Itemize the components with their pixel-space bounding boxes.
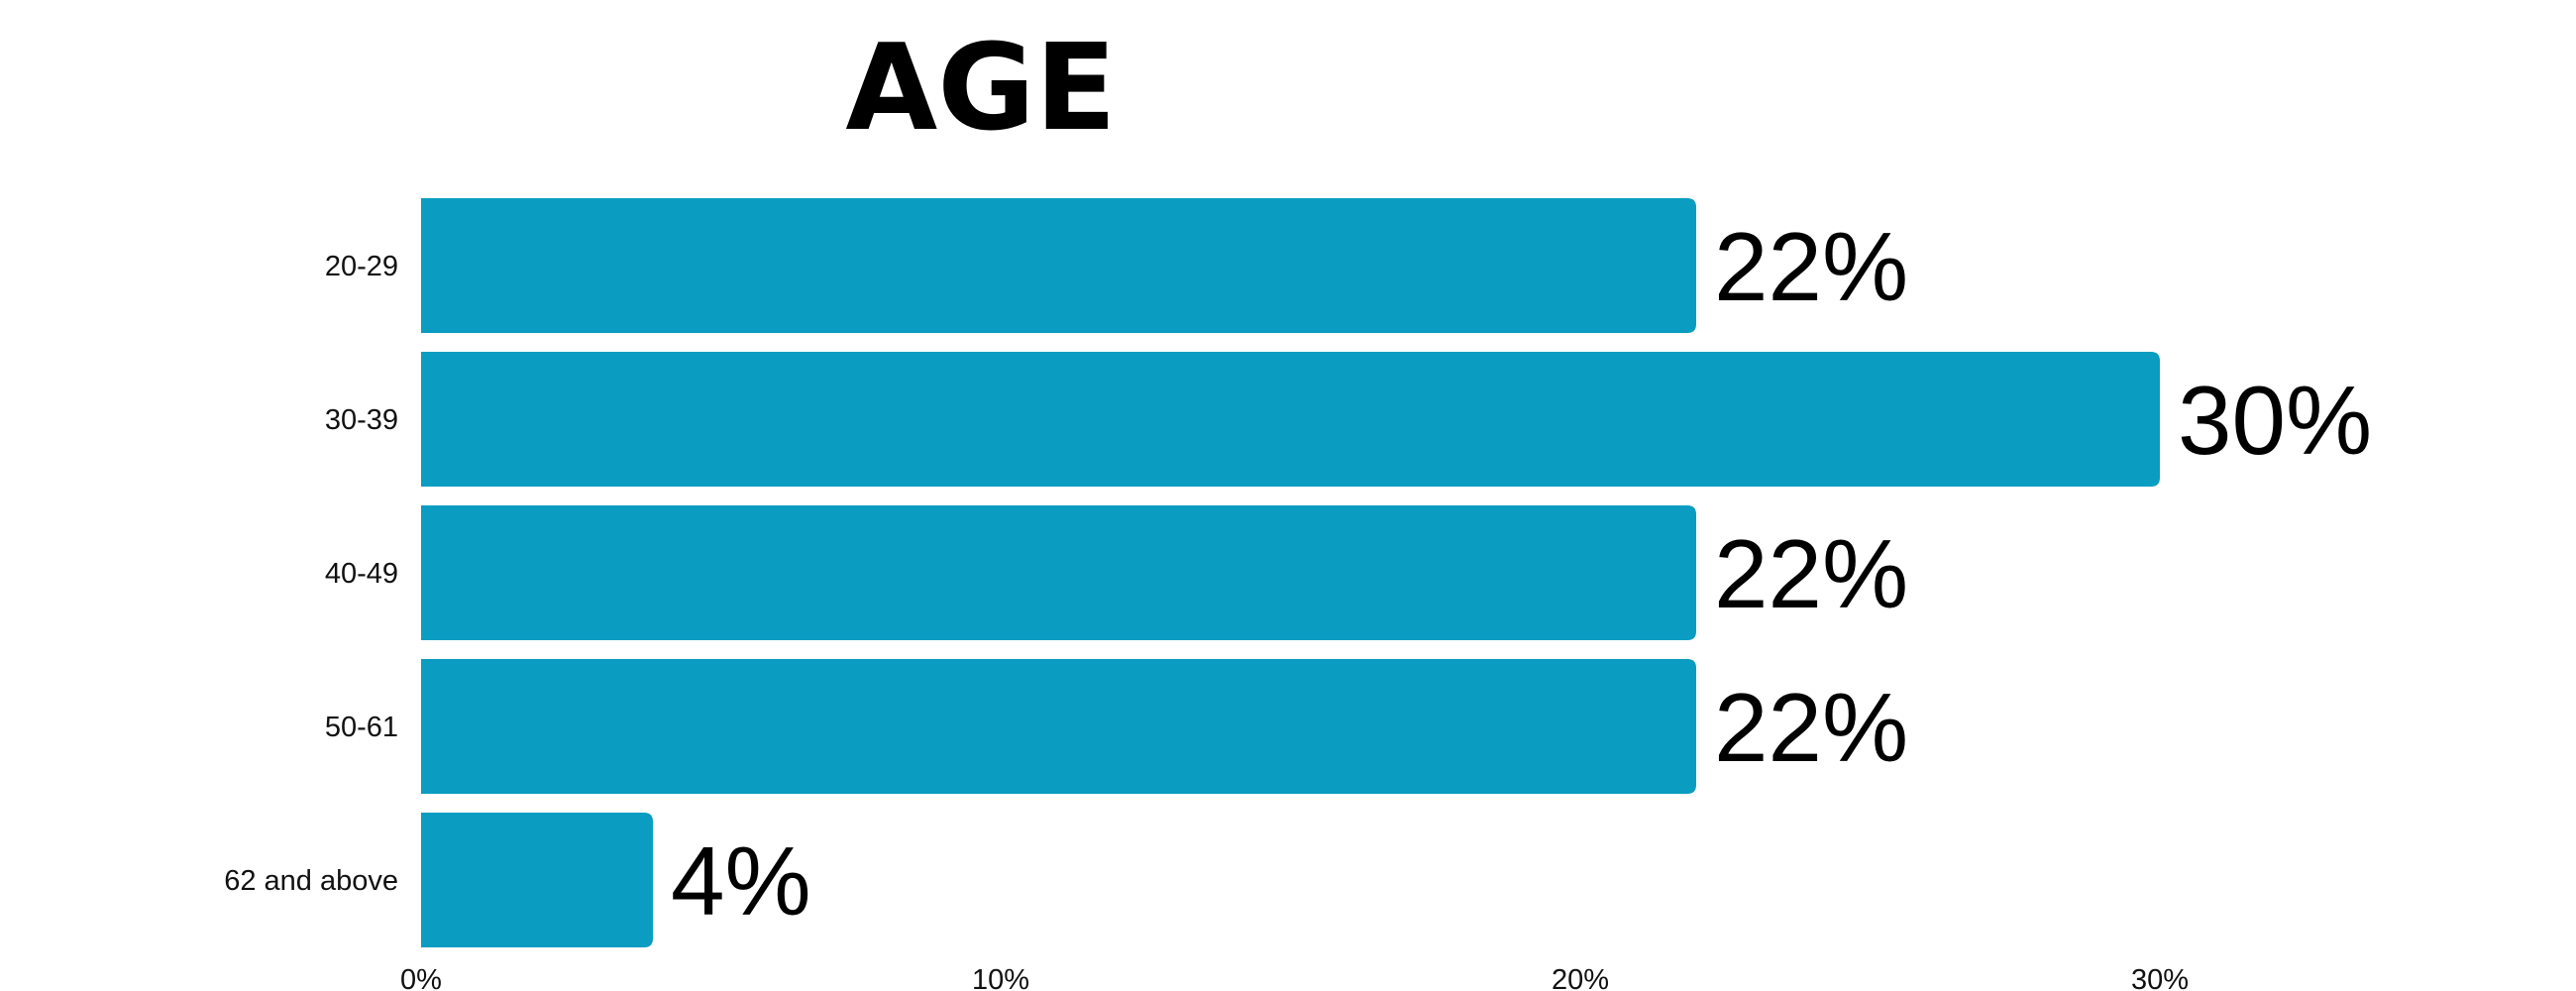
x-tick-label: 0% (400, 964, 442, 991)
data-label: 4% (671, 826, 811, 936)
data-label: 30% (2178, 366, 2372, 475)
bar-20-29 (421, 198, 1696, 333)
category-labels: 20-29 30-39 40-49 50-61 62 and above (224, 251, 398, 897)
chart-title: AGE (845, 20, 1116, 158)
data-labels: 22% 30% 22% 22% 4% (671, 212, 2372, 936)
x-tick-label: 20% (1552, 964, 1609, 991)
bar-62-and-above (421, 813, 653, 947)
x-axis-tick-labels: 0% 10% 20% 30% (400, 964, 2189, 991)
bars-layer (421, 198, 2160, 947)
bar-30-39 (421, 352, 2160, 487)
bar-40-49 (421, 505, 1696, 640)
category-label: 50-61 (325, 712, 398, 743)
category-label: 40-49 (325, 558, 398, 590)
x-tick-label: 30% (2131, 964, 2189, 991)
data-label: 22% (1714, 519, 1908, 628)
category-label: 20-29 (325, 251, 398, 282)
x-tick-label: 10% (972, 964, 1029, 991)
data-label: 22% (1714, 673, 1908, 782)
data-label: 22% (1714, 212, 1908, 321)
category-label: 62 and above (224, 865, 398, 897)
bar-50-61 (421, 659, 1696, 794)
category-label: 30-39 (325, 404, 398, 436)
